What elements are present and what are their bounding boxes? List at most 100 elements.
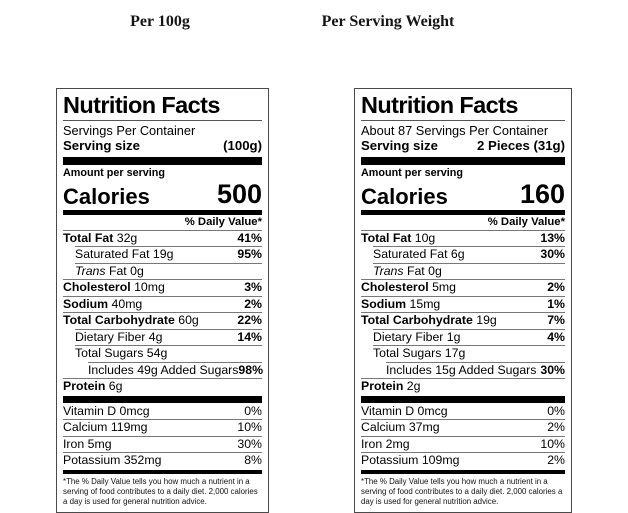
calories-row: Calories 160 [361,178,565,209]
nutrient-name: Potassium 352mg [63,453,162,468]
daily-value-percent: 95% [237,247,262,262]
daily-value-percent: 10% [237,420,262,435]
daily-value-percent: 98% [238,362,264,377]
nutrient-row: Sodium 15mg 1% [361,295,565,313]
nutrient-name: Vitamin D 0mcg [361,403,448,418]
serving-size-row: Serving size (100g) [63,138,262,154]
nutrition-label-per-100g: Nutrition Facts Servings Per Container Ser… [56,88,269,513]
divider-line [63,119,262,121]
thick-divider-bar [361,156,565,165]
nutrient-name: Trans Fat 0g [75,263,144,278]
daily-value-percent: 10% [540,436,565,451]
nutrient-name: Calcium 119mg [63,420,148,435]
nutrient-row: Protein 2g [361,378,565,395]
nutrient-name: Saturated Fat 6g [373,247,465,262]
nutrient-row: Trans Fat 0g [75,262,262,280]
nutrient-row: Total Carbohydrate 19g 7% [361,312,565,329]
nutrient-name: Iron 2mg [361,436,410,451]
daily-value-header: % Daily Value* [184,215,262,228]
nutrient-row: Potassium 109mg 2% [361,452,565,469]
daily-value-percent: 14% [237,329,262,344]
nutrient-row: Iron 5mg 30% [63,435,262,453]
medium-divider-bar [63,469,262,474]
serving-size-label: Serving size [361,137,438,153]
daily-value-percent: 41% [237,230,262,245]
nutrient-rows: Total Fat 10g 13% Saturated Fat 6g 30% Trans… [361,229,565,395]
daily-value-percent: 30% [540,247,565,262]
nutrient-name: Dietary Fiber 4g [75,329,163,344]
serving-size-value: 2 Pieces (31g) [477,137,565,153]
nutrient-name: Total Carbohydrate 60g [63,313,199,328]
thick-divider-bar [63,395,262,403]
medium-divider-bar [63,209,262,215]
daily-value-percent: 8% [244,453,262,468]
nutrient-name: Includes 49g Added Sugars [88,362,239,377]
calories-value: 160 [519,178,565,209]
nutrient-name: Total Sugars 54g [75,346,168,361]
nutrient-name: Potassium 109mg [361,453,460,468]
medium-divider-bar [361,209,565,215]
daily-value-percent: 2% [547,280,565,295]
nutrient-name: Total Sugars 17g [373,346,466,361]
nutrient-name: Sodium 15mg [361,296,441,311]
nutrient-row: Total Fat 32g 41% [63,229,262,247]
servings-per-container: Servings Per Container [63,122,196,138]
nutrient-row: Saturated Fat 19g 95% [75,246,262,263]
footnote: *The % Daily Value tells you how much a … [63,476,258,506]
nutrient-row: Dietary Fiber 1g 4% [373,328,565,346]
medium-divider-bar [361,469,565,474]
nutrient-rows: Total Fat 32g 41% Saturated Fat 19g 95% Tran… [63,229,264,395]
nutrient-name: Dietary Fiber 1g [373,329,461,344]
serving-size-label: Serving size [63,137,140,153]
footnote: *The % Daily Value tells you how much a … [361,476,563,506]
nutrient-name: Cholesterol 5mg [361,280,456,295]
divider-line [361,119,565,121]
nutrient-name: Cholesterol 10mg [63,280,165,295]
nutrient-row: Sodium 40mg 2% [63,295,262,313]
nutrient-row: Vitamin D 0mcg 0% [63,404,262,420]
nutrient-row: Cholesterol 10mg 3% [63,279,262,296]
daily-value-percent: 22% [237,313,262,328]
thick-divider-bar [361,395,565,403]
daily-value-percent: 1% [547,296,565,311]
nutrient-row: Vitamin D 0mcg 0% [361,404,565,420]
calories-row: Calories 500 [63,178,262,209]
servings-per-container: About 87 Servings Per Container [361,122,549,138]
daily-value-header: % Daily Value* [487,215,565,228]
calories-label: Calories [63,183,150,209]
daily-value-percent: 3% [244,280,262,295]
daily-value-percent: 2% [547,453,565,468]
vitamin-rows: Vitamin D 0mcg 0% Calcium 37mg 2% Iron 2mg 10… [361,404,565,469]
nutrient-name: Calcium 37mg [361,420,440,435]
serving-size-row: Serving size 2 Pieces (31g) [361,138,565,154]
nutrient-row: Total Fat 10g 13% [361,229,565,247]
daily-value-percent: 0% [547,403,565,418]
daily-value-percent: 4% [547,329,565,344]
nutrient-row: Total Carbohydrate 60g 22% [63,312,262,329]
nutrient-row: Potassium 352mg 8% [63,452,262,469]
nutrient-row: Saturated Fat 6g 30% [373,246,565,263]
thick-divider-bar [63,156,262,165]
nutrient-row: Dietary Fiber 4g 14% [75,328,262,346]
nutrient-name: Sodium 40mg [63,296,143,311]
nutrient-row: Calcium 119mg 10% [63,419,262,436]
daily-value-percent: 7% [547,313,565,328]
daily-value-percent: 2% [244,296,262,311]
vitamin-rows: Vitamin D 0mcg 0% Calcium 119mg 10% Iron 5mg… [63,404,262,469]
nutrient-name: Total Carbohydrate 19g [361,313,497,328]
nutrient-name: Trans Fat 0g [373,263,442,278]
nutrient-row: Total Sugars 54g [75,345,262,362]
nutrient-row: Total Sugars 17g [373,345,565,362]
daily-value-percent: 30% [237,436,262,451]
nutrient-name: Iron 5mg [63,436,112,451]
figure-title-per-serving-weight: Per Serving Weight [321,13,455,30]
daily-value-percent: 13% [540,230,565,245]
nutrient-name: Total Fat 10g [361,230,436,245]
amount-per-serving-label: Amount per serving [63,166,165,179]
calories-value: 500 [216,178,262,209]
nutrient-row: Protein 6g [63,378,262,395]
daily-value-percent: 2% [547,420,565,435]
calories-label: Calories [361,183,448,209]
nutrient-row: Calcium 37mg 2% [361,419,565,436]
figure-title-per-100g: Per 100g [130,13,190,30]
